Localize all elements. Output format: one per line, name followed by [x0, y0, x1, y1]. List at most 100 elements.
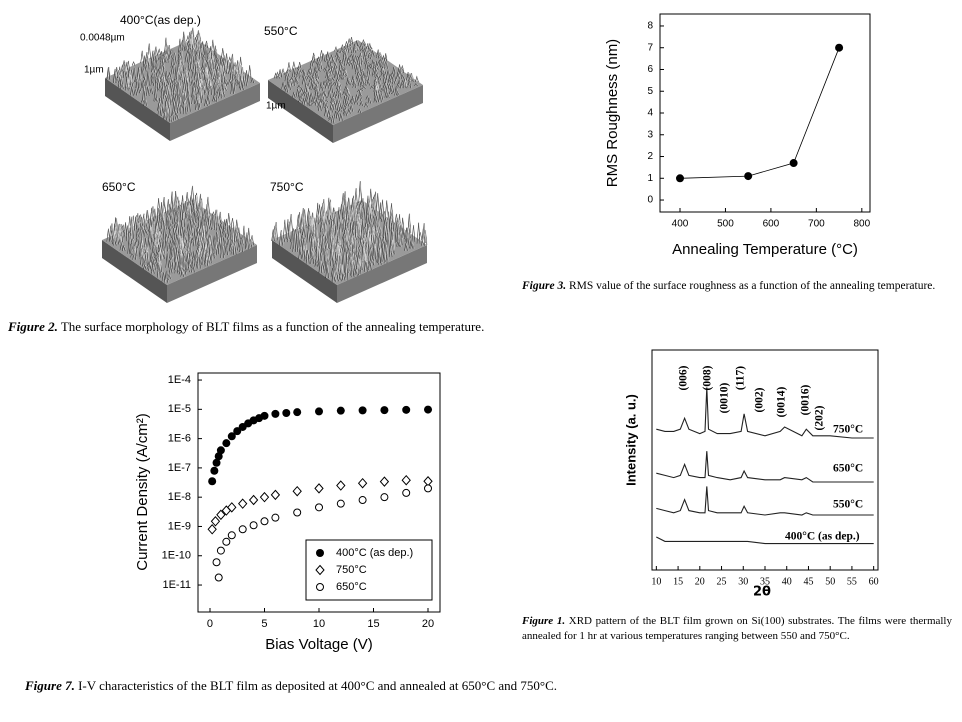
y-tick-label: 2 — [647, 151, 653, 162]
afm-label: 550°C — [264, 24, 298, 38]
caption: Figure 7. I-V characteristics of the BLT… — [25, 677, 565, 694]
afm-image — [102, 185, 257, 303]
data-point — [424, 405, 433, 414]
x-tick-label: 5 — [261, 618, 267, 630]
data-point — [210, 516, 221, 527]
data-point — [676, 174, 684, 183]
x-tick-label: 400 — [672, 219, 689, 230]
afm-texture — [107, 27, 255, 123]
data-point — [380, 493, 389, 502]
data-point — [379, 476, 390, 487]
afm-side — [105, 78, 170, 141]
y-tick-label: 1 — [647, 173, 653, 184]
afm-side — [337, 245, 427, 303]
data-point — [212, 458, 221, 467]
annotation: (008) — [702, 365, 714, 390]
data-point — [227, 531, 236, 540]
data-point — [227, 432, 236, 441]
y-tick-label: 1E-8 — [168, 491, 191, 503]
x-tick-label: 800 — [853, 219, 870, 230]
y-tick-label: 1E-9 — [168, 520, 191, 532]
caption-label: Figure 1. — [522, 615, 566, 627]
data-point — [238, 525, 247, 534]
afm-side — [268, 80, 333, 143]
afm-label: 400°C(as dep.) — [120, 13, 201, 27]
afm-label: 750°C — [270, 180, 304, 194]
caption-label: Figure 2. — [8, 319, 58, 334]
data-point — [238, 498, 248, 509]
data-line — [656, 451, 874, 483]
x-tick-label: 45 — [803, 576, 813, 587]
afm-image — [268, 37, 423, 143]
data-point — [357, 477, 368, 489]
caption-text: XRD pattern of the BLT film grown on Si(… — [522, 615, 952, 642]
afm-label: 1µm — [84, 65, 104, 76]
y-tick-label: 1E-4 — [168, 374, 191, 386]
caption-label: Figure 7. — [25, 678, 75, 693]
data-point — [424, 484, 433, 493]
afm-label: 1µm — [266, 101, 286, 112]
data-point — [207, 524, 217, 535]
legend-label: 650°C — [336, 581, 367, 593]
data-point — [259, 491, 270, 503]
y-tick-label: 1E-6 — [168, 433, 191, 445]
data-point — [315, 407, 323, 416]
annotation: (0014) — [776, 387, 788, 418]
plot-frame — [659, 13, 871, 213]
x-tick-label: 700 — [808, 219, 825, 230]
caption: Figure 3. RMS value of the surface rough… — [522, 279, 952, 294]
x-tick-label: 10 — [313, 618, 325, 630]
data-point — [401, 474, 411, 486]
annotation: 650°C — [833, 463, 863, 475]
data-line — [679, 47, 840, 179]
x-tick-label: 0 — [207, 618, 213, 630]
caption: Figure 1. XRD pattern of the BLT film gr… — [522, 614, 952, 644]
annotation: (202) — [814, 405, 826, 430]
annotation: (117) — [735, 366, 747, 390]
caption: Figure 2. The surface morphology of BLT … — [8, 318, 510, 335]
afm-side — [102, 240, 167, 303]
data-line — [656, 387, 874, 439]
data-point — [314, 483, 324, 494]
data-point — [336, 406, 345, 415]
y-tick-label: 1E-7 — [168, 462, 191, 474]
x-tick-label: 15 — [673, 576, 683, 587]
x-tick-label: 25 — [717, 576, 727, 587]
data-point — [292, 485, 302, 497]
annotation: (002) — [754, 387, 766, 412]
annotation: 550°C — [833, 499, 863, 511]
data-point — [293, 508, 302, 517]
data-point — [271, 513, 280, 522]
data-point — [216, 546, 225, 555]
data-point — [271, 409, 280, 418]
y-tick-label: 4 — [647, 108, 653, 119]
legend-label: 400°C (as dep.) — [336, 547, 413, 559]
afm-image — [271, 181, 428, 303]
data-point — [208, 477, 217, 486]
data-line — [656, 536, 874, 545]
y-tick-label: 3 — [647, 129, 653, 140]
x-axis-label: Annealing Temperature (°C) — [672, 241, 858, 258]
x-tick-label: 30 — [738, 576, 748, 587]
x-tick-label: 50 — [825, 576, 835, 587]
data-point — [293, 408, 302, 417]
annotation: (006) — [678, 365, 690, 390]
data-point — [216, 509, 226, 521]
x-tick-label: 40 — [782, 576, 792, 587]
data-point — [358, 496, 367, 505]
y-tick-label: 0 — [647, 195, 653, 206]
annotation: (0016) — [800, 385, 812, 416]
x-tick-label: 55 — [847, 576, 857, 587]
data-point — [336, 480, 346, 491]
data-point — [222, 537, 231, 546]
caption-label: Figure 3. — [522, 280, 567, 292]
data-point — [214, 573, 223, 582]
y-tick-label: 1E-5 — [168, 403, 191, 415]
data-point — [248, 494, 259, 506]
data-point — [835, 43, 844, 52]
annotation: 400°C (as dep.) — [785, 531, 860, 543]
afm-label: 650°C — [102, 180, 136, 194]
data-point — [315, 503, 323, 512]
afm-side — [333, 85, 423, 143]
